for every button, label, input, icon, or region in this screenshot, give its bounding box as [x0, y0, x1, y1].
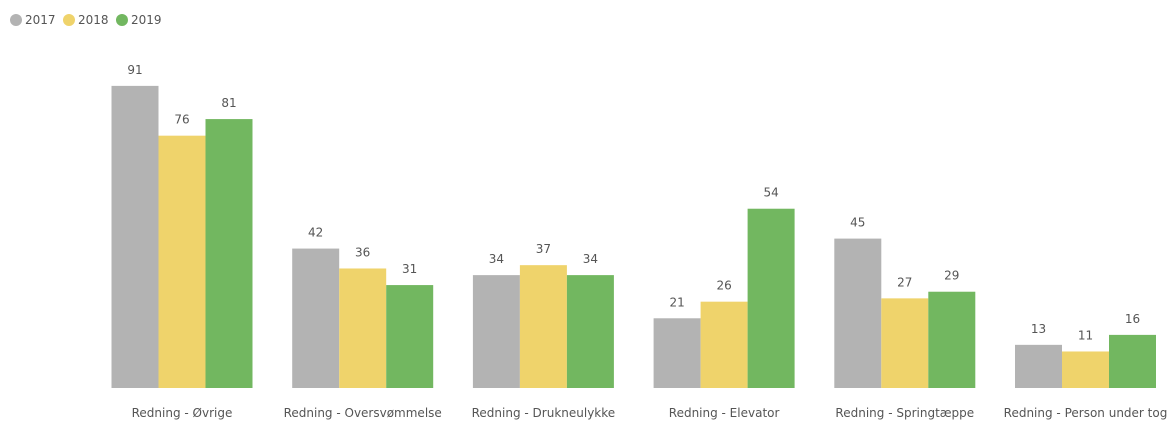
legend-item: 2018 — [63, 13, 109, 27]
x-tick-label: Redning - Elevator — [668, 406, 780, 420]
x-tick-label: Redning - Springtæppe — [835, 406, 975, 420]
bar — [111, 85, 159, 388]
data-label: 29 — [944, 269, 959, 283]
bar — [928, 291, 976, 388]
data-label: 26 — [716, 279, 731, 293]
bar — [1015, 344, 1062, 388]
data-label: 81 — [221, 96, 236, 110]
bar — [881, 298, 929, 388]
bar — [653, 318, 701, 388]
data-label: 36 — [355, 245, 370, 259]
data-label: 16 — [1125, 312, 1140, 326]
legend-swatch — [63, 14, 75, 26]
bar — [1109, 334, 1156, 388]
bar — [700, 301, 748, 388]
data-label: 54 — [763, 186, 778, 200]
x-tick-label: Redning - Oversvømmelse — [283, 406, 442, 420]
data-label: 13 — [1031, 322, 1046, 336]
data-label: 91 — [127, 63, 142, 77]
bar — [339, 268, 387, 388]
legend-label: 2018 — [78, 13, 109, 27]
data-label: 34 — [583, 252, 598, 266]
data-label: 76 — [174, 113, 189, 127]
data-label: 37 — [536, 242, 551, 256]
legend-item: 2017 — [10, 13, 56, 27]
bar — [519, 265, 567, 388]
x-tick-label: Redning - Drukneulykke — [471, 406, 616, 420]
legend-item: 2019 — [116, 13, 162, 27]
bar — [747, 208, 795, 388]
bar — [1062, 351, 1109, 388]
legend-swatch — [10, 14, 22, 26]
data-label: 27 — [897, 275, 912, 289]
data-label: 34 — [489, 252, 504, 266]
legend-label: 2017 — [25, 13, 56, 27]
legend-swatch — [116, 14, 128, 26]
bar — [834, 238, 882, 388]
bar — [205, 119, 253, 388]
bar — [386, 285, 434, 388]
bar — [292, 248, 340, 388]
data-label: 42 — [308, 226, 323, 240]
bar — [158, 135, 206, 388]
bar — [566, 275, 614, 388]
x-tick-label: Redning - Øvrige — [131, 406, 233, 420]
data-label: 45 — [850, 216, 865, 230]
data-label: 31 — [402, 262, 417, 276]
data-label: 11 — [1078, 328, 1093, 342]
legend-label: 2019 — [131, 13, 162, 27]
data-label: 21 — [669, 295, 684, 309]
x-tick-label: Redning - Person under tog — [1003, 406, 1168, 420]
bar — [472, 275, 520, 388]
